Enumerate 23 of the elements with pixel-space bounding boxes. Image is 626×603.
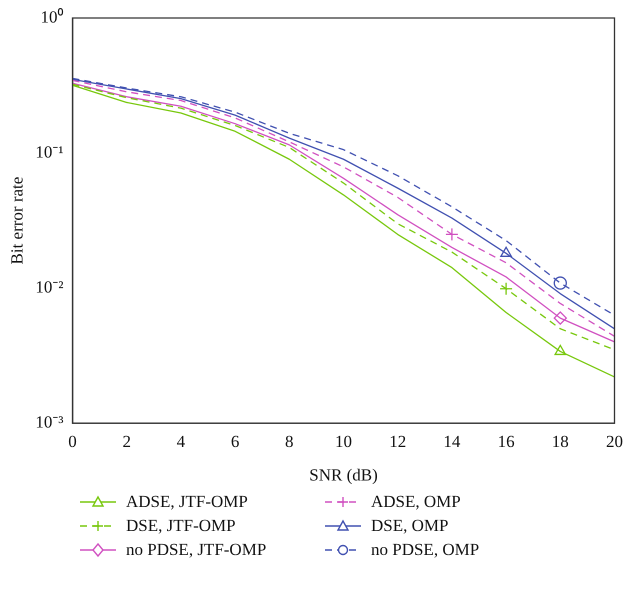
x-tick-label: 12	[389, 432, 406, 451]
x-tick-label: 4	[176, 432, 186, 451]
y-tick-label: 10⁻²	[35, 278, 64, 297]
y-tick-label: 10⁰	[40, 7, 64, 26]
y-axis-title: Bit error rate	[8, 176, 27, 264]
x-tick-label: 14	[443, 432, 461, 451]
legend-label: DSE, OMP	[371, 516, 448, 536]
y-tick-label: 10⁻¹	[35, 142, 64, 162]
legend-label: no PDSE, OMP	[371, 540, 480, 560]
x-tick-label: 8	[285, 432, 294, 451]
x-tick-label: 20	[606, 432, 623, 451]
y-tick-label: 10⁻³	[35, 412, 64, 432]
x-tick-label: 16	[498, 432, 515, 451]
legend-label: ADSE, JTF-OMP	[126, 492, 248, 512]
x-tick-label: 6	[230, 432, 240, 451]
legend-label: DSE, JTF-OMP	[126, 516, 236, 536]
x-axis-title: SNR (dB)	[309, 465, 378, 484]
x-tick-label: 2	[122, 432, 131, 451]
legend-label: ADSE, OMP	[371, 492, 461, 512]
legend-label: no PDSE, JTF-OMP	[126, 540, 266, 560]
x-tick-label: 0	[68, 432, 77, 451]
x-tick-label: 18	[552, 432, 569, 451]
x-tick-label: 10	[335, 432, 352, 451]
